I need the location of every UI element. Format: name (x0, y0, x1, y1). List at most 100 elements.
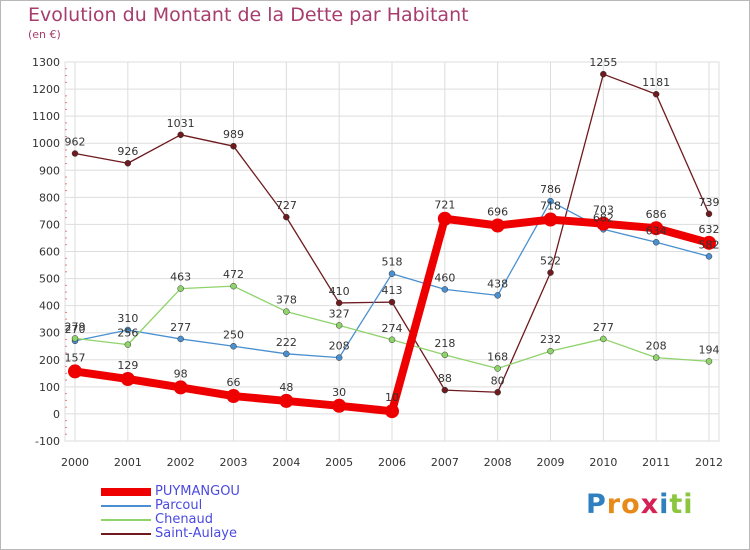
logo-letter: i (683, 489, 694, 520)
proxiti-logo: Proxiti (586, 489, 694, 520)
data-point (547, 197, 554, 205)
data-label: 30 (332, 386, 346, 399)
data-label-layer: 962 926 1031 989 727 410 413 88 80 522 1255 1181 739… (65, 56, 720, 404)
y-tick-label: 800 (39, 191, 60, 204)
data-label: 460 (434, 271, 455, 284)
data-label: 208 (646, 340, 667, 353)
data-point (494, 365, 501, 372)
data-point (177, 131, 184, 139)
legend-item-saint-aulaye: Saint-Aulaye (101, 526, 301, 541)
data-label: 270 (65, 323, 86, 336)
data-point (173, 380, 188, 395)
data-point (388, 336, 396, 344)
data-label: 279 (65, 320, 86, 333)
data-point (702, 235, 716, 250)
data-point (441, 386, 449, 394)
data-point (332, 398, 347, 413)
data-label: 463 (170, 271, 191, 284)
data-label: 168 (487, 350, 508, 363)
data-point (494, 292, 501, 299)
data-point (230, 343, 237, 350)
legend-swatch-chenaud (101, 519, 151, 521)
logo-letter: o (621, 489, 641, 520)
x-tick-label: 2011 (642, 456, 670, 469)
data-point (124, 326, 132, 334)
legend-swatch-saint-aulaye (101, 533, 151, 535)
data-point (543, 212, 558, 227)
y-tick-label: 700 (39, 218, 60, 231)
x-tick-label: 2009 (537, 456, 565, 469)
data-label: 686 (646, 208, 667, 221)
x-tick-label: 2002 (167, 456, 195, 469)
data-label: 1181 (642, 76, 670, 89)
x-tick-label: 2008 (484, 456, 512, 469)
x-tick-label: 2005 (325, 456, 353, 469)
data-label: 194 (699, 343, 720, 356)
y-tick-label: 1200 (32, 83, 60, 96)
x-tick-label: 2000 (61, 456, 89, 469)
data-point (230, 282, 237, 290)
data-label: 703 (593, 204, 614, 217)
x-tick-label: 2010 (589, 456, 617, 469)
data-point (124, 341, 132, 348)
data-label: 378 (276, 294, 297, 307)
data-label: 218 (434, 337, 455, 350)
data-point (596, 216, 611, 231)
data-point (649, 221, 664, 236)
legend-item-parcoul: Parcoul (101, 498, 301, 513)
data-point (441, 351, 449, 359)
y-tick-label: 900 (39, 164, 60, 177)
data-point (177, 285, 184, 292)
chart-subtitle: (en €) (28, 28, 61, 41)
data-label: 634 (646, 224, 667, 237)
legend-swatch-parcoul (101, 505, 151, 507)
x-tick-label: 2003 (220, 456, 248, 469)
axis-layer: -100 0 100 200 300 400 500 600 700 800 900 1000 1100… (32, 56, 723, 469)
data-label: 66 (227, 376, 241, 389)
data-label: 10 (385, 391, 399, 404)
data-point (385, 404, 399, 419)
data-label: 718 (540, 200, 561, 213)
data-point (226, 389, 241, 404)
y-tick-label: 500 (39, 273, 60, 286)
data-label: 438 (487, 277, 508, 290)
chart-title: Evolution du Montant de la Dette par Hab… (28, 4, 469, 26)
data-label: 157 (65, 351, 86, 364)
grid-layer (64, 61, 720, 442)
data-point (652, 90, 660, 98)
data-label: 232 (540, 333, 561, 346)
data-label: 250 (223, 328, 244, 341)
data-point (177, 335, 184, 343)
x-tick-label: 2012 (695, 456, 723, 469)
data-label: 926 (117, 145, 138, 158)
data-point (283, 308, 290, 315)
logo-letter: P (586, 489, 607, 520)
data-point (68, 364, 82, 379)
legend-item-chenaud: Chenaud (101, 512, 301, 527)
data-label: 522 (540, 255, 561, 268)
data-label: 696 (487, 206, 508, 219)
data-point (283, 350, 290, 358)
x-tick-label: 2006 (378, 456, 406, 469)
data-point (71, 150, 79, 157)
data-label: 310 (117, 312, 138, 325)
logo-letter: t (669, 489, 684, 520)
series-layer (68, 70, 716, 419)
data-label: 632 (699, 223, 720, 236)
data-label: 413 (382, 284, 403, 297)
legend-swatch-puymangou (101, 488, 151, 496)
data-point (120, 372, 135, 387)
data-point (547, 269, 554, 276)
data-point (335, 322, 343, 329)
data-label: 98 (174, 367, 188, 380)
data-label: 727 (276, 199, 297, 212)
y-tick-label: 600 (39, 246, 60, 259)
data-label: 721 (434, 199, 455, 212)
data-label: 786 (540, 183, 561, 196)
data-label: 410 (329, 285, 350, 298)
data-point (652, 354, 660, 361)
data-point (547, 347, 554, 355)
data-label: 48 (279, 381, 293, 394)
data-point (71, 335, 79, 342)
